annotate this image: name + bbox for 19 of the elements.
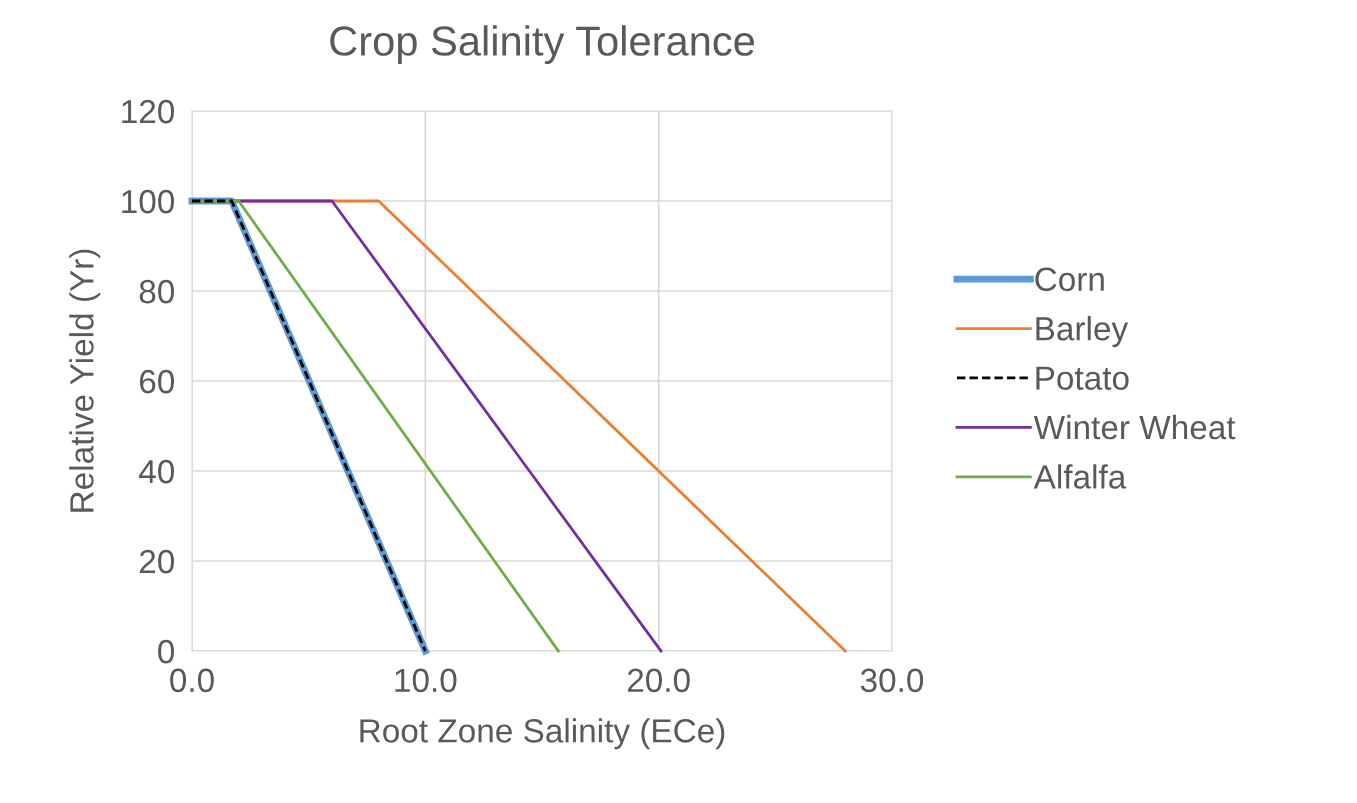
chart-title: Crop Salinity Tolerance (330, 25, 755, 65)
y-tick-label: 20 (139, 549, 175, 574)
y-tick-label: 100 (122, 189, 175, 214)
x-tick-label: 30.0 (860, 668, 924, 693)
legend-label: Corn (1035, 267, 1104, 292)
x-tick-label: 0.0 (170, 668, 214, 693)
y-tick-label: 120 (122, 99, 175, 124)
x-tick-label: 10.0 (395, 668, 457, 693)
y-axis-title: Relative Yield (Yr) (69, 249, 101, 512)
legend-label: Winter Wheat (1033, 414, 1236, 440)
legend-label: Potato (1036, 366, 1129, 390)
legend-label: Alfalfa (1033, 464, 1127, 489)
y-tick-label: 60 (139, 369, 175, 394)
x-axis-title: Root Zone Salinity (ECe) (360, 718, 725, 750)
legend-label: Barley (1036, 316, 1129, 348)
y-tick-label: 40 (139, 459, 175, 484)
x-tick-label: 20.0 (627, 668, 690, 693)
y-tick-label: 0 (158, 639, 175, 664)
y-tick-label: 80 (139, 279, 175, 304)
